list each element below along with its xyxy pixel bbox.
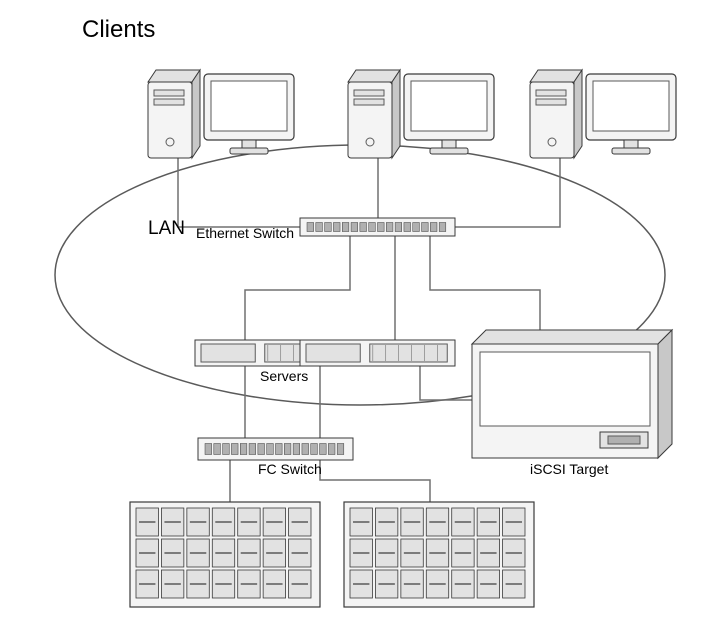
rack-server-icon (300, 340, 455, 366)
workstation-icon (348, 70, 494, 158)
rack-switch-icon (198, 438, 353, 460)
label-clients: Clients (82, 16, 155, 44)
label-servers: Servers (260, 368, 308, 384)
edge (245, 236, 350, 340)
rack-switch-icon (300, 218, 455, 236)
disk-array-icon (344, 502, 534, 607)
label-lan: LAN (148, 218, 185, 240)
edge (430, 236, 540, 330)
workstation-icon (530, 70, 676, 158)
storage-shelf-icon (472, 330, 672, 458)
network-diagram (0, 0, 728, 639)
label-fc-switch: FC Switch (258, 461, 322, 477)
disk-array-icon (130, 502, 320, 607)
edge (320, 460, 430, 502)
label-ethernet-switch: Ethernet Switch (196, 225, 294, 241)
label-iscsi-target: iSCSI Target (530, 461, 608, 477)
workstation-icon (148, 70, 294, 158)
edge (455, 158, 560, 227)
edge (178, 158, 300, 227)
